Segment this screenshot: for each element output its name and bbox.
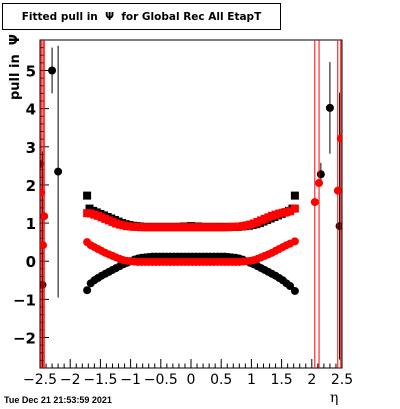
x-tick-label: 0 [187, 372, 196, 388]
x-tick-label: 1 [247, 372, 256, 388]
x-tick-label: 1.5 [270, 372, 292, 388]
data-point-circle [286, 282, 295, 290]
y-tick-label: 5 [26, 63, 36, 81]
data-point-circle [333, 186, 342, 195]
data-point-circle [48, 66, 57, 75]
data-point-circle [290, 237, 299, 246]
y-tick-label: 4 [26, 101, 36, 119]
data-point-circle [83, 286, 92, 295]
data-point-circle [336, 134, 342, 143]
y-tick-label: 2 [26, 177, 36, 195]
data-point-square [290, 204, 299, 213]
data-point-square [290, 191, 299, 200]
x-tick-label: 2 [307, 372, 316, 388]
data-point-circle [290, 286, 299, 295]
x-tick-label: −1 [120, 372, 141, 388]
y-tick-label: −1 [13, 291, 36, 309]
y-tick-label: 1 [26, 215, 36, 233]
data-point-circle [310, 198, 319, 207]
y-tick-label: −2 [13, 329, 36, 347]
data-point-square [286, 207, 295, 216]
x-tick-label: 2.5 [331, 372, 353, 388]
y-tick-label: 0 [26, 253, 36, 271]
y-tick-label: 3 [26, 139, 36, 157]
x-tick-label: 0.5 [210, 372, 232, 388]
plot-frame [39, 39, 343, 369]
data-point-circle [40, 212, 49, 221]
data-point-square [83, 191, 92, 200]
data-point-circle [40, 241, 48, 250]
chart-title: Fitted pull in Ψ for Global Rec All Etap… [2, 3, 281, 30]
data-point-circle [316, 170, 325, 179]
footer-timestamp: Tue Dec 21 21:53:59 2021 [4, 395, 112, 405]
x-tick-label: −1.5 [83, 372, 117, 388]
x-tick-label: −2 [60, 372, 81, 388]
data-point-circle [315, 179, 324, 188]
data-point-circle [325, 103, 334, 112]
x-tick-label: −0.5 [144, 372, 178, 388]
x-axis-label: η [330, 390, 339, 406]
data-point-circle [54, 167, 63, 176]
x-tick-label: −2.5 [23, 372, 57, 388]
